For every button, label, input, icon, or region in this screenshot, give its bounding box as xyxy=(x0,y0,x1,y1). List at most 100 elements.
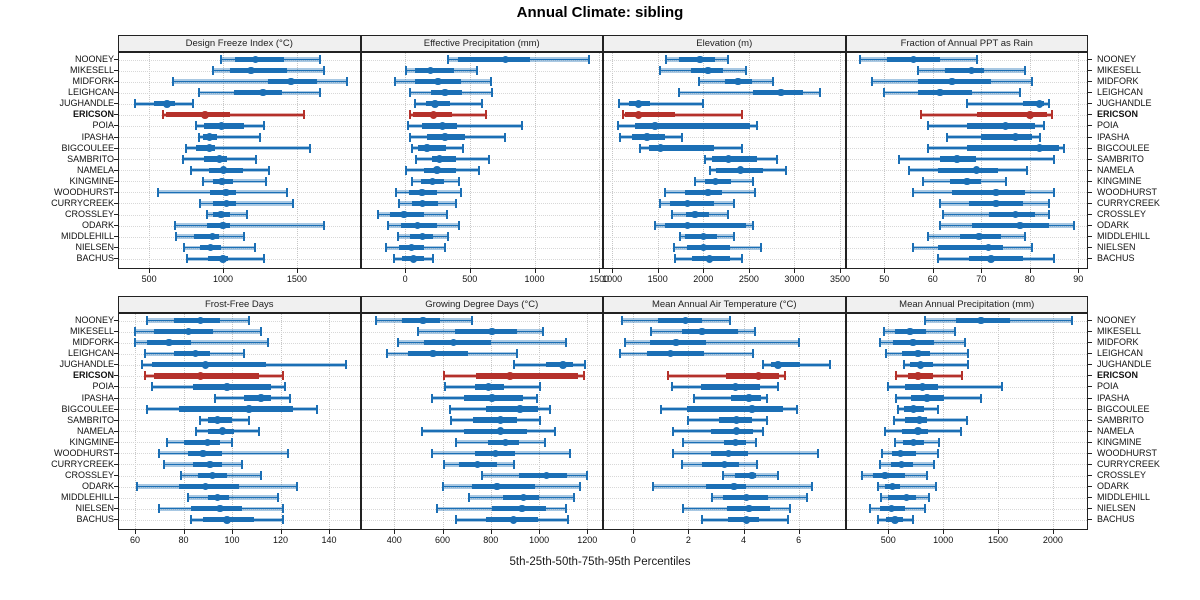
whisker-cap-5th xyxy=(674,254,676,264)
interval-25-75-bar xyxy=(687,406,784,412)
row-guide xyxy=(604,103,845,105)
row-guide xyxy=(361,364,602,366)
whisker-cap-5th xyxy=(185,254,188,264)
interval-5-95-line xyxy=(623,114,743,116)
interval-25-75-bar xyxy=(937,245,1004,251)
median-dot xyxy=(754,372,763,380)
whisker-cap-5th xyxy=(404,165,407,175)
whisker-cap-5th xyxy=(659,404,662,414)
whisker-cap-5th xyxy=(158,448,161,458)
whisker-cap-5th xyxy=(165,437,168,447)
row-tick-left xyxy=(114,497,118,499)
station-label-right: BACHUS xyxy=(1097,514,1135,525)
median-dot xyxy=(984,243,993,252)
whisker-cap-95th xyxy=(1072,221,1075,231)
median-dot xyxy=(501,55,510,64)
station-label-left: SAMBRITO xyxy=(67,153,114,164)
whisker-cap-95th xyxy=(785,165,788,175)
interval-5-95-line xyxy=(163,114,305,116)
row-tick-left xyxy=(114,519,118,521)
whisker-cap-95th xyxy=(296,482,299,492)
whisker-cap-5th xyxy=(411,143,414,153)
station-label-right: LEIGHCAN xyxy=(1097,87,1144,98)
whisker-cap-95th xyxy=(573,493,575,503)
median-dot xyxy=(914,427,922,435)
whisker-cap-95th xyxy=(1048,198,1051,208)
median-dot xyxy=(203,438,212,447)
whisker-cap-5th xyxy=(624,338,626,348)
median-dot xyxy=(449,338,458,347)
row-tick-right xyxy=(1088,386,1092,388)
whisker-cap-95th xyxy=(548,404,551,414)
whisker-cap-5th xyxy=(721,471,724,480)
whisker-cap-5th xyxy=(134,338,136,348)
whisker-cap-5th xyxy=(619,132,622,142)
whisker-cap-95th xyxy=(259,132,261,142)
whisker-cap-5th xyxy=(396,338,399,348)
row-tick-right xyxy=(1088,486,1092,488)
whisker-cap-95th xyxy=(344,360,347,370)
median-dot xyxy=(516,405,524,413)
interval-25-75-bar xyxy=(981,134,1033,140)
median-dot xyxy=(734,77,742,86)
station-label-left: CURRYCREEK xyxy=(51,197,114,208)
x-tick xyxy=(657,268,659,273)
whisker-cap-95th xyxy=(1053,154,1055,164)
whisker-cap-5th xyxy=(409,110,412,120)
whisker-cap-95th xyxy=(267,165,270,175)
median-dot xyxy=(493,482,501,491)
station-label-right: SAMBRITO xyxy=(1097,153,1144,164)
row-tick-right xyxy=(1088,214,1092,215)
whisker-cap-95th xyxy=(966,360,969,370)
row-guide xyxy=(846,519,1087,521)
whisker-cap-5th xyxy=(185,143,187,153)
x-tick-label: 1000 xyxy=(524,273,545,284)
whisker-cap-5th xyxy=(687,415,690,425)
whisker-cap-5th xyxy=(173,221,176,231)
whisker-cap-5th xyxy=(681,504,684,514)
whisker-cap-5th xyxy=(710,493,713,503)
x-tick-label: 3000 xyxy=(784,273,805,284)
whisker-cap-95th xyxy=(281,504,284,514)
row-tick-left xyxy=(114,353,118,355)
whisker-cap-5th xyxy=(150,382,153,392)
x-tick xyxy=(1078,268,1080,273)
median-dot xyxy=(774,361,782,369)
whisker-cap-5th xyxy=(395,187,398,197)
interval-25-75-bar xyxy=(464,428,527,434)
median-dot xyxy=(201,361,210,369)
x-tick-label: 90 xyxy=(1073,273,1084,284)
interval-25-75-bar xyxy=(194,233,219,240)
row-tick-left xyxy=(114,202,118,204)
x-tick xyxy=(539,529,541,534)
row-guide xyxy=(846,453,1087,455)
x-tick-label: 2 xyxy=(685,534,691,545)
station-label-right: IPASHA xyxy=(1097,131,1130,142)
row-guide xyxy=(846,331,1087,333)
station-label-left: NIELSEN xyxy=(75,242,114,253)
median-dot xyxy=(705,255,714,263)
interval-25-75-bar xyxy=(1022,101,1045,107)
whisker-cap-95th xyxy=(1053,254,1055,264)
median-dot xyxy=(400,210,408,219)
median-dot xyxy=(698,327,706,336)
whisker-cap-5th xyxy=(442,371,445,381)
whisker-cap-95th xyxy=(281,515,284,525)
median-dot xyxy=(696,55,704,64)
interval-5-95-line xyxy=(898,158,1055,160)
whisker-cap-5th xyxy=(393,254,396,264)
whisker-cap-5th xyxy=(143,371,146,381)
whisker-cap-95th xyxy=(786,515,789,525)
x-tick-label: 100 xyxy=(224,534,240,545)
whisker-cap-5th xyxy=(639,143,642,153)
whisker-cap-95th xyxy=(1031,77,1034,87)
whisker-cap-95th xyxy=(753,187,756,197)
whisker-cap-95th xyxy=(262,121,265,131)
x-tick-label: 500 xyxy=(141,273,157,284)
row-tick-left xyxy=(114,214,118,215)
x-tick-label: 2500 xyxy=(738,273,759,284)
row-tick-right xyxy=(1088,158,1092,160)
median-dot xyxy=(257,394,265,402)
median-dot xyxy=(704,188,712,197)
median-dot xyxy=(711,177,720,186)
